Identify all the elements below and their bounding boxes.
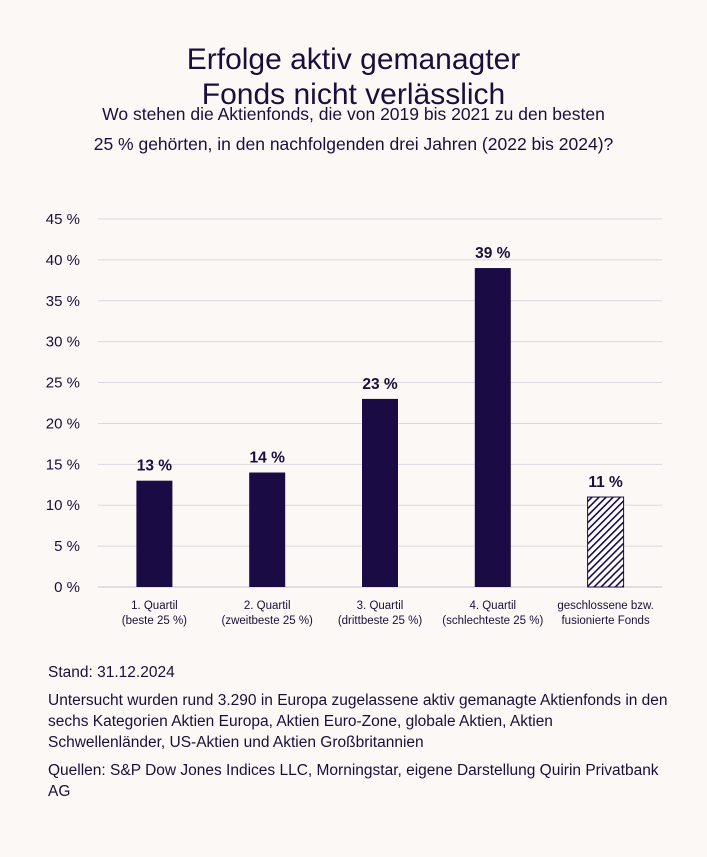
x-tick-label: geschlossene bzw. xyxy=(557,600,654,612)
y-tick-label: 30 % xyxy=(46,334,80,351)
footer-stand: Stand: 31.12.2024 xyxy=(48,664,175,681)
bars xyxy=(136,268,625,588)
bar xyxy=(136,480,173,587)
bar xyxy=(587,496,625,588)
x-tick-label: fusionierte Fonds xyxy=(561,615,649,627)
x-axis-ticks: 1. Quartil (beste 25 %) 2. Quartil (zweitbe… xyxy=(122,600,654,627)
x-tick-label: 4. Quartil xyxy=(469,600,516,612)
subtitle-line-1: Wo stehen die Aktienfonds, die von 2019 … xyxy=(102,104,605,124)
value-label: 14 % xyxy=(250,450,286,467)
x-tick-label: 1. Quartil xyxy=(131,600,178,612)
x-tick-label: (beste 25 %) xyxy=(122,615,187,627)
value-label: 11 % xyxy=(588,474,623,491)
x-tick-label: (zweitbeste 25 %) xyxy=(221,615,313,627)
title-line-1: Erfolge aktiv gemanagter xyxy=(186,43,521,77)
y-tick-label: 25 % xyxy=(46,375,80,392)
y-tick-label: 45 % xyxy=(46,211,80,228)
value-label: 39 % xyxy=(475,245,511,262)
y-tick-label: 15 % xyxy=(46,456,80,473)
y-tick-label: 5 % xyxy=(54,538,80,555)
value-labels: 13 % 14 % 23 % 39 % 11 % xyxy=(137,245,623,491)
x-tick-label: 3. Quartil xyxy=(357,600,404,612)
y-tick-label: 10 % xyxy=(46,497,80,514)
bar-chart: 0 % 5 % 10 % 15 % 20 % 25 % 30 % 35 % 40 % 45 % 1… xyxy=(46,211,662,627)
footer-note: Untersucht wurden rund 3.290 in Europa z… xyxy=(48,692,668,751)
y-tick-label: 40 % xyxy=(46,252,80,269)
chart-title: Erfolge aktiv gemanagter Fonds nicht ver… xyxy=(0,42,707,112)
y-tick-label: 0 % xyxy=(54,579,80,596)
y-tick-label: 20 % xyxy=(46,415,80,432)
y-axis-ticks: 0 % 5 % 10 % 15 % 20 % 25 % 30 % 35 % 40 % 45 % xyxy=(46,211,80,596)
y-tick-label: 35 % xyxy=(46,293,80,310)
title-line-2: Fonds nicht verlässlich xyxy=(201,78,506,112)
x-tick-label: 2. Quartil xyxy=(244,600,291,612)
x-tick-label: (drittbeste 25 %) xyxy=(338,615,423,627)
x-tick-label: (schlechteste 25 %) xyxy=(442,615,543,627)
bar xyxy=(249,472,286,587)
chart-subtitle: Wo stehen die Aktienfonds, die von 2019 … xyxy=(0,99,707,159)
bar xyxy=(474,268,511,587)
bar xyxy=(362,398,398,587)
footer: Stand: 31.12.2024 Untersucht wurden rund… xyxy=(48,662,668,809)
subtitle-line-2: 25 % gehörten, in den nachfolgenden drei… xyxy=(93,134,614,154)
value-label: 23 % xyxy=(362,376,398,393)
value-label: 13 % xyxy=(137,458,173,475)
footer-sources: Quellen: S&P Dow Jones Indices LLC, Morn… xyxy=(48,762,659,800)
